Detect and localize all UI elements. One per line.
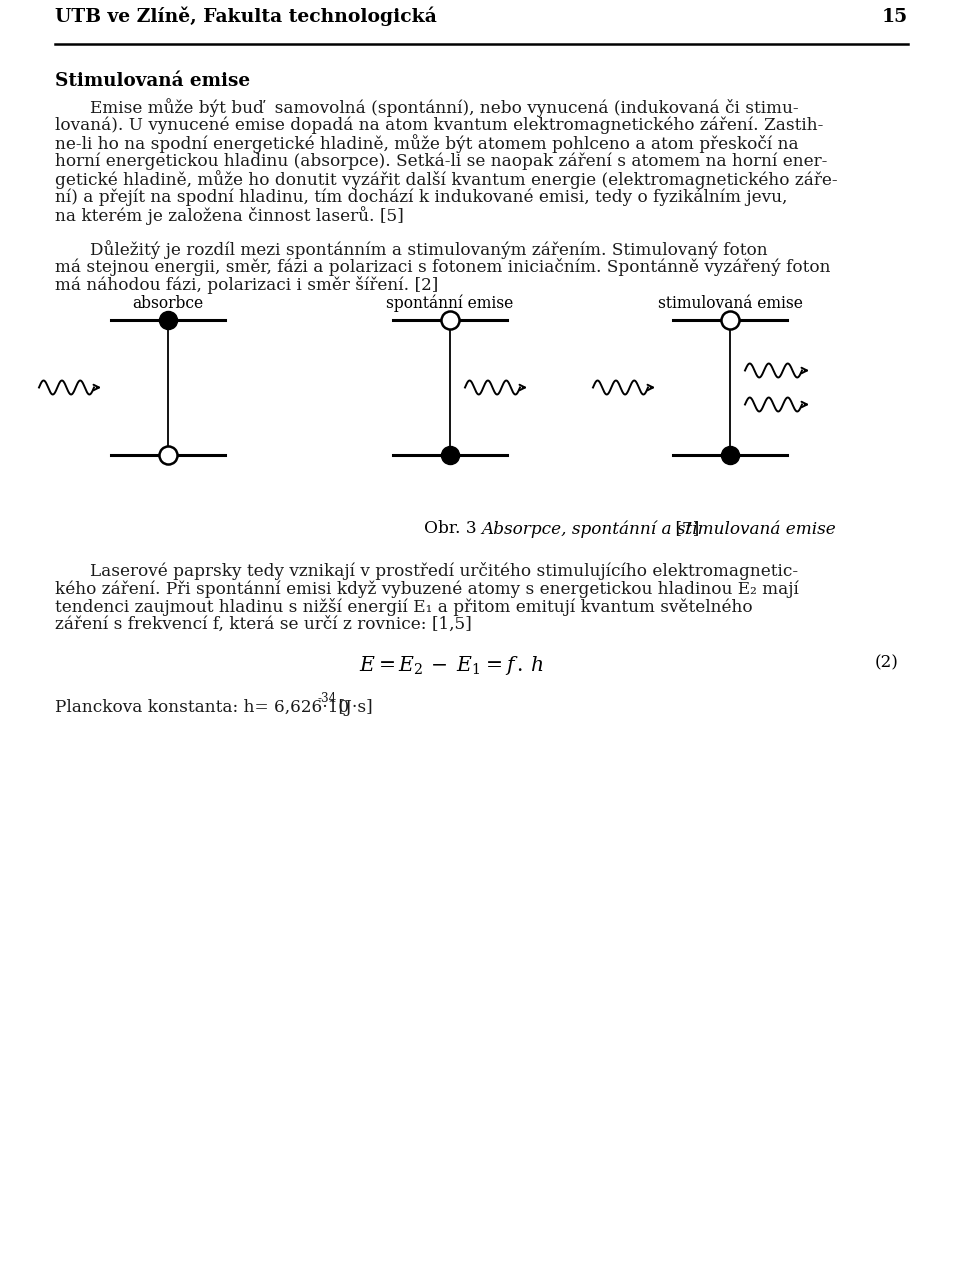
Text: Obr. 3: Obr. 3 — [423, 520, 482, 538]
Text: -34: -34 — [317, 692, 336, 705]
Text: kého záření. Při spontánní emisi když vybuzené atomy s energetickou hladinou E₂ : kého záření. Při spontánní emisi když vy… — [55, 580, 799, 598]
Text: má náhodou fázi, polarizaci i směr šíření. [2]: má náhodou fázi, polarizaci i směr šířen… — [55, 276, 439, 294]
Text: absorbce: absorbce — [132, 296, 204, 312]
Text: UTB ve Zlíně, Fakulta technologická: UTB ve Zlíně, Fakulta technologická — [55, 6, 437, 25]
Text: 15: 15 — [882, 8, 908, 25]
Text: má stejnou energii, směr, fázi a polarizaci s fotonem iniciačním. Spontánně vyzá: má stejnou energii, směr, fázi a polariz… — [55, 259, 830, 276]
Text: Laserové paprsky tedy vznikají v prostředí určitého stimulujícího elektromagneti: Laserové paprsky tedy vznikají v prostře… — [90, 562, 798, 580]
Text: Absorpce, spontánní a stimulovaná emise: Absorpce, spontánní a stimulovaná emise — [482, 520, 836, 538]
Text: lovaná). U vynucené emise dopadá na atom kvantum elektromagnetického záření. Zas: lovaná). U vynucené emise dopadá na atom… — [55, 116, 824, 134]
Text: ní) a přejít na spodní hladinu, tím dochází k indukované emisi, tedy o fyzikální: ní) a přejít na spodní hladinu, tím doch… — [55, 189, 787, 205]
Text: tendenci zaujmout hladinu s nižší energií E₁ a přitom emitují kvantum světelného: tendenci zaujmout hladinu s nižší energi… — [55, 598, 753, 617]
Text: $E = E_2\,-\;E_1 = f\,.\,h$: $E = E_2\,-\;E_1 = f\,.\,h$ — [359, 654, 544, 676]
Text: Emise může být buď  samovolná (spontánní), nebo vynucená (indukovaná či stimu-: Emise může být buď samovolná (spontánní)… — [90, 98, 799, 117]
Text: záření s frekvencí f, která se určí z rovnice: [1,5]: záření s frekvencí f, která se určí z ro… — [55, 617, 472, 633]
Text: getické hladině, může ho donutit vyzářit další kvantum energie (elektromagnetick: getické hladině, může ho donutit vyzářit… — [55, 169, 838, 189]
Text: spontánní emise: spontánní emise — [386, 296, 514, 312]
Text: stimulovaná emise: stimulovaná emise — [658, 296, 803, 312]
Text: (2): (2) — [875, 654, 898, 671]
Text: ne-li ho na spodní energetické hladině, může být atomem pohlceno a atom přeskočí: ne-li ho na spodní energetické hladině, … — [55, 134, 799, 153]
Text: [J·s]: [J·s] — [333, 699, 372, 716]
Text: Planckova konstanta: h= 6,626·10: Planckova konstanta: h= 6,626·10 — [55, 699, 349, 716]
Text: Stimulovaná emise: Stimulovaná emise — [55, 73, 251, 90]
Text: horní energetickou hladinu (absorpce). Setká-li se naopak záření s atomem na hor: horní energetickou hladinu (absorpce). S… — [55, 152, 828, 169]
Text: [7]: [7] — [669, 520, 699, 538]
Text: Důležitý je rozdíl mezi spontánním a stimulovaným zářením. Stimulovaný foton: Důležitý je rozdíl mezi spontánním a sti… — [90, 240, 768, 259]
Text: na kterém je založena činnost laserů. [5]: na kterém je založena činnost laserů. [5… — [55, 206, 404, 225]
